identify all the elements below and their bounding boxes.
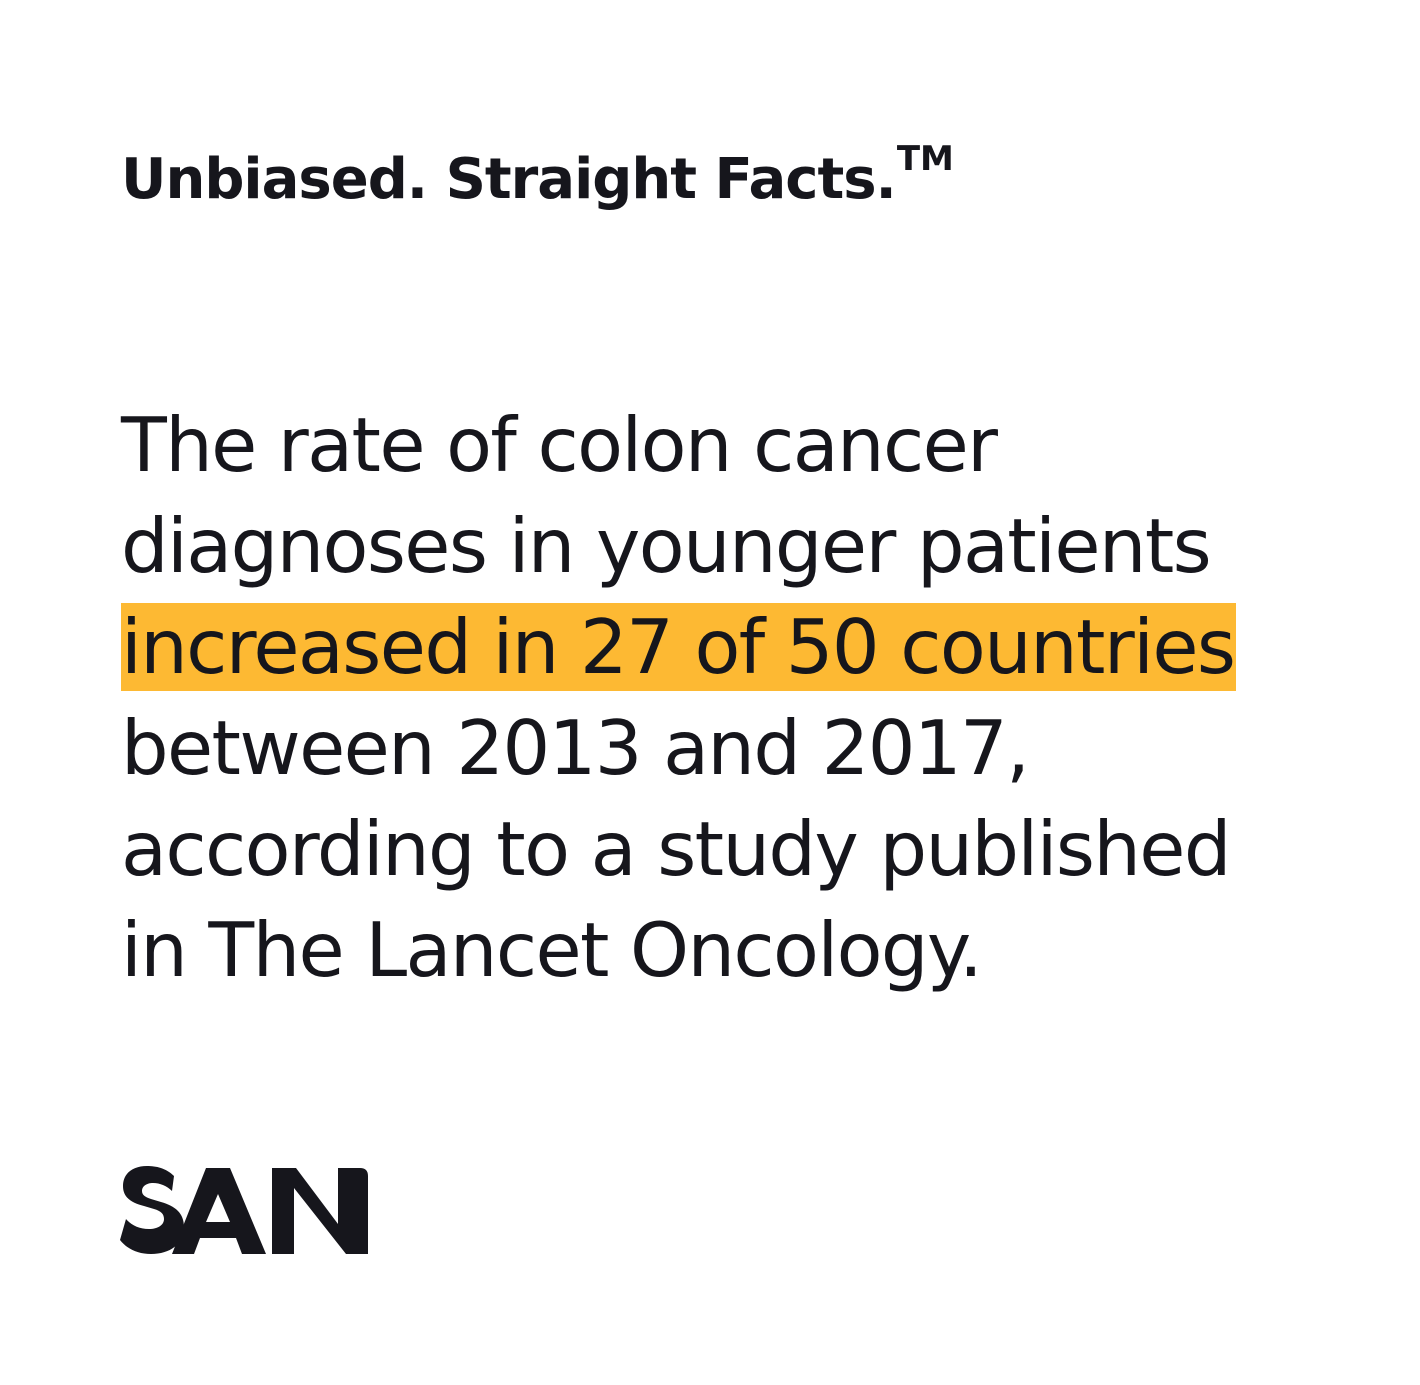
fact-line: diagnoses in younger patients (121, 502, 1212, 590)
fact-line: in The Lancet Oncology. (121, 906, 983, 994)
highlight-marker: increased in 27 of 50 countries (121, 603, 1237, 691)
fact-text: The rate of colon cancer diagnoses in yo… (121, 395, 1321, 1001)
fact-line-highlighted: increased in 27 of 50 countries (121, 597, 1321, 698)
fact-line: between 2013 and 2017, (121, 704, 1030, 792)
fact-line: according to a study published (121, 805, 1231, 893)
tagline: Unbiased. Straight Facts.TM (121, 137, 954, 223)
fact-line: The rate of colon cancer (121, 401, 998, 489)
trademark-symbol: TM (896, 139, 954, 179)
san-logo (120, 1166, 368, 1254)
tagline-text: Unbiased. Straight Facts. (121, 147, 897, 212)
